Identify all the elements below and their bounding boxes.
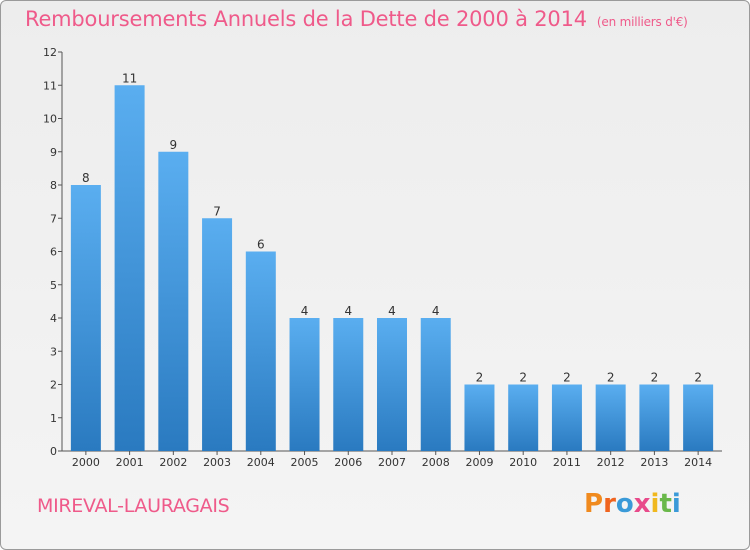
logo-letter: i	[650, 489, 660, 519]
x-tick-label: 2005	[291, 456, 319, 469]
x-tick-label: 2003	[203, 456, 231, 469]
x-tick-label: 2001	[116, 456, 144, 469]
bar	[70, 185, 101, 451]
logo-letter: i	[671, 489, 681, 519]
data-label: 2	[519, 371, 527, 385]
bar	[683, 384, 714, 451]
x-tick-label: 2000	[72, 456, 100, 469]
x-tick-label: 2009	[465, 456, 493, 469]
x-tick-label: 2010	[509, 456, 537, 469]
bar	[508, 384, 539, 451]
data-label: 2	[563, 371, 571, 385]
bar	[377, 318, 407, 451]
bar	[289, 318, 320, 451]
y-tick-label: 4	[50, 312, 57, 325]
x-tick-label: 2008	[422, 456, 450, 469]
x-tick-label: 2014	[684, 456, 712, 469]
bar	[158, 151, 189, 451]
data-label: 9	[170, 138, 178, 152]
y-tick-label: 1	[50, 412, 57, 425]
bar	[114, 85, 145, 451]
bar	[551, 384, 582, 451]
logo-letter: t	[659, 489, 672, 519]
data-label: 8	[82, 171, 90, 185]
city-name: MIREVAL-LAURAGAIS	[37, 495, 230, 517]
y-tick-label: 0	[50, 445, 57, 458]
x-tick-label: 2012	[597, 456, 625, 469]
data-label: 4	[344, 304, 352, 318]
chart-unit: (en milliers d'€)	[596, 15, 688, 29]
y-tick-label: 12	[43, 46, 57, 59]
data-label: 2	[694, 371, 702, 385]
y-tick-label: 3	[50, 345, 57, 358]
data-label: 4	[432, 304, 440, 318]
y-tick-label: 11	[43, 79, 57, 92]
x-tick-label: 2013	[640, 456, 668, 469]
data-label: 7	[213, 204, 221, 218]
x-tick-label: 2011	[553, 456, 581, 469]
bar	[333, 318, 364, 451]
x-tick-label: 2007	[378, 456, 406, 469]
bar	[464, 384, 495, 451]
bar	[245, 251, 276, 451]
bar	[595, 384, 626, 451]
data-label: 4	[301, 304, 309, 318]
proxiti-logo: Proxiti	[584, 489, 681, 519]
logo-letter: o	[615, 489, 634, 519]
logo-letter: x	[633, 489, 651, 519]
x-tick-label: 2006	[334, 456, 362, 469]
data-label: 6	[257, 238, 265, 252]
bar	[420, 318, 451, 451]
logo-letter: P	[584, 489, 604, 519]
data-label: 11	[122, 71, 137, 85]
chart-title: Remboursements Annuels de la Dette de 20…	[25, 7, 688, 31]
data-label: 2	[476, 371, 484, 385]
y-tick-label: 5	[50, 279, 57, 292]
data-label: 2	[651, 371, 659, 385]
x-tick-label: 2004	[247, 456, 275, 469]
chart-title-text: Remboursements Annuels de la Dette de 20…	[25, 7, 587, 31]
y-tick-label: 10	[43, 113, 57, 126]
y-tick-label: 6	[50, 246, 57, 259]
logo-letter: r	[603, 489, 616, 519]
y-tick-label: 2	[50, 379, 57, 392]
data-label: 4	[388, 304, 396, 318]
y-tick-label: 7	[50, 212, 57, 225]
x-tick-label: 2002	[159, 456, 187, 469]
y-tick-label: 8	[50, 179, 57, 192]
data-label: 2	[607, 371, 615, 385]
y-tick-label: 9	[50, 146, 57, 159]
bar	[639, 384, 670, 451]
bar	[202, 218, 233, 451]
